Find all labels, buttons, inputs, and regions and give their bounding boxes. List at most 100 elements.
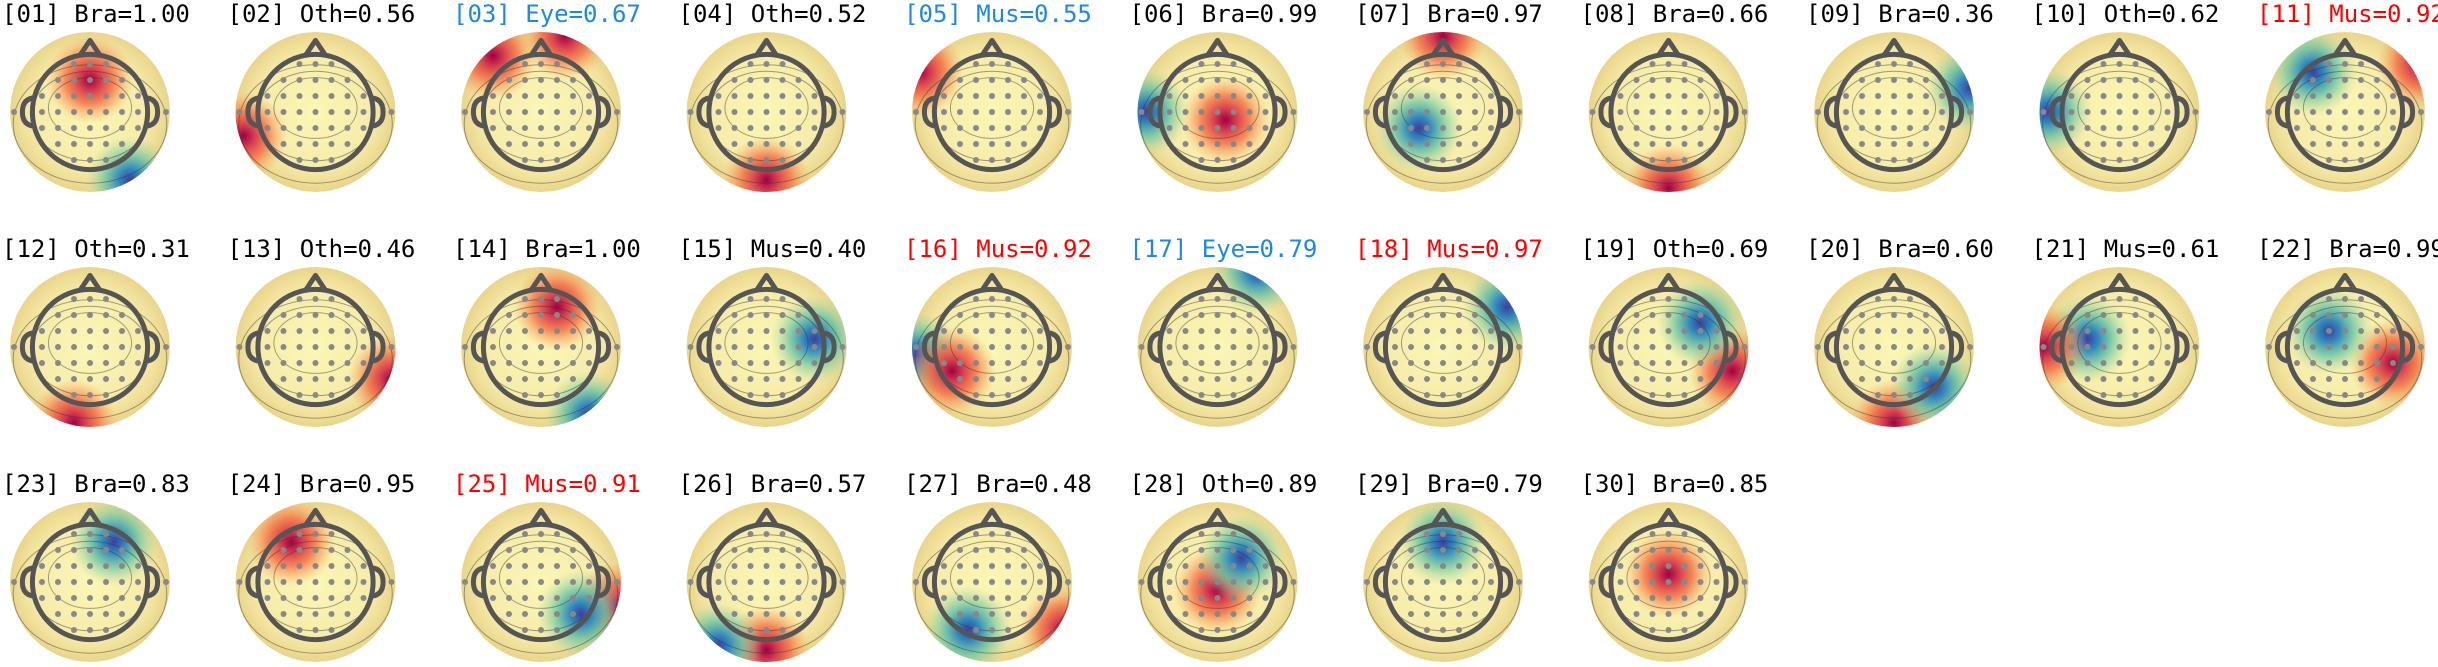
electrode — [2418, 109, 2424, 115]
electrode — [1246, 141, 1253, 147]
topomap: [20] Bra=0.60 — [1806, 235, 1994, 427]
electrode — [1198, 141, 1205, 147]
electrode — [957, 141, 963, 147]
electrode — [522, 61, 528, 67]
electrode — [1230, 531, 1237, 537]
electrode — [1424, 157, 1430, 163]
electrode — [1005, 61, 1011, 67]
electrode — [687, 109, 694, 115]
electrode — [2310, 125, 2316, 131]
electrode — [2116, 125, 2123, 131]
electrode — [2116, 296, 2123, 302]
electrode — [119, 360, 125, 366]
electrode — [1665, 392, 1672, 398]
electrode — [1005, 77, 1011, 83]
electrode — [490, 328, 496, 334]
electrode — [1166, 328, 1173, 334]
topomap: [09] Bra=0.36 — [1806, 0, 1994, 192]
electrode — [2326, 109, 2332, 115]
component-label: [01] Bra=1.00 — [2, 0, 190, 28]
electrode — [2358, 61, 2364, 67]
electrode — [957, 328, 963, 334]
electrode — [1843, 125, 1849, 131]
electrode — [1633, 77, 1640, 83]
electrode — [1005, 547, 1011, 553]
electrode — [312, 595, 319, 601]
electrode — [973, 312, 979, 318]
electrode — [1617, 595, 1624, 601]
electrode — [1875, 141, 1881, 147]
electrode — [973, 579, 979, 585]
electrode — [2342, 61, 2348, 67]
electrode — [763, 61, 770, 67]
ear-right — [597, 565, 612, 599]
topomap: [16] Mus=0.92 — [904, 235, 1092, 427]
electrode — [312, 344, 319, 350]
electrode — [119, 579, 125, 585]
electrode — [522, 611, 528, 617]
electrode — [989, 157, 995, 163]
electrode — [71, 376, 77, 382]
electrode — [1214, 157, 1221, 163]
electrode — [71, 141, 77, 147]
electrode — [1633, 595, 1640, 601]
electrode — [2294, 109, 2300, 115]
electrode — [1424, 392, 1430, 398]
electrode — [490, 579, 496, 585]
electrode — [2068, 328, 2075, 334]
electrode — [538, 61, 544, 67]
electrode — [570, 376, 576, 382]
electrode — [1649, 109, 1656, 115]
electrode — [1065, 579, 1071, 585]
electrode — [747, 392, 754, 398]
electrode — [1843, 328, 1849, 334]
electrode — [103, 611, 109, 617]
electrode — [1440, 360, 1446, 366]
electrode — [103, 627, 109, 633]
electrode — [296, 627, 303, 633]
electrode — [71, 392, 77, 398]
head-outline — [1382, 286, 1504, 408]
electrode — [1440, 376, 1446, 382]
electrode — [554, 563, 560, 569]
electrode — [1037, 344, 1043, 350]
electrode — [1021, 611, 1027, 617]
electrode — [1246, 595, 1253, 601]
topomap: [29] Bra=0.79 — [1355, 470, 1543, 662]
electrode — [328, 611, 335, 617]
electrode — [1891, 77, 1897, 83]
electrode — [506, 328, 512, 334]
electrode — [1182, 77, 1189, 83]
electrode — [1891, 344, 1897, 350]
electrode — [87, 344, 93, 350]
electrode — [763, 563, 770, 569]
electrode — [55, 344, 61, 350]
electrode — [1617, 563, 1624, 569]
electrode — [1697, 141, 1704, 147]
electrode — [973, 157, 979, 163]
electrode — [2358, 312, 2364, 318]
topomap: [19] Oth=0.69 — [1581, 235, 1768, 427]
ear-left — [470, 330, 485, 364]
electrode — [795, 611, 802, 617]
electrode — [296, 595, 303, 601]
electrode — [586, 579, 592, 585]
electrode — [2294, 125, 2300, 131]
electrode — [1456, 296, 1462, 302]
electrode — [1198, 563, 1205, 569]
electrode — [490, 93, 496, 99]
electrode — [554, 109, 560, 115]
electrode — [1649, 627, 1656, 633]
electrode — [1488, 595, 1494, 601]
electrode — [1021, 109, 1027, 115]
electrode — [2342, 109, 2348, 115]
hotspot — [513, 267, 601, 351]
electrode — [538, 627, 544, 633]
electrode — [1214, 531, 1221, 537]
electrode — [554, 595, 560, 601]
electrode — [763, 627, 770, 633]
electrode — [731, 93, 738, 99]
electrode — [1681, 376, 1688, 382]
electrode — [55, 547, 61, 553]
electrode — [103, 296, 109, 302]
